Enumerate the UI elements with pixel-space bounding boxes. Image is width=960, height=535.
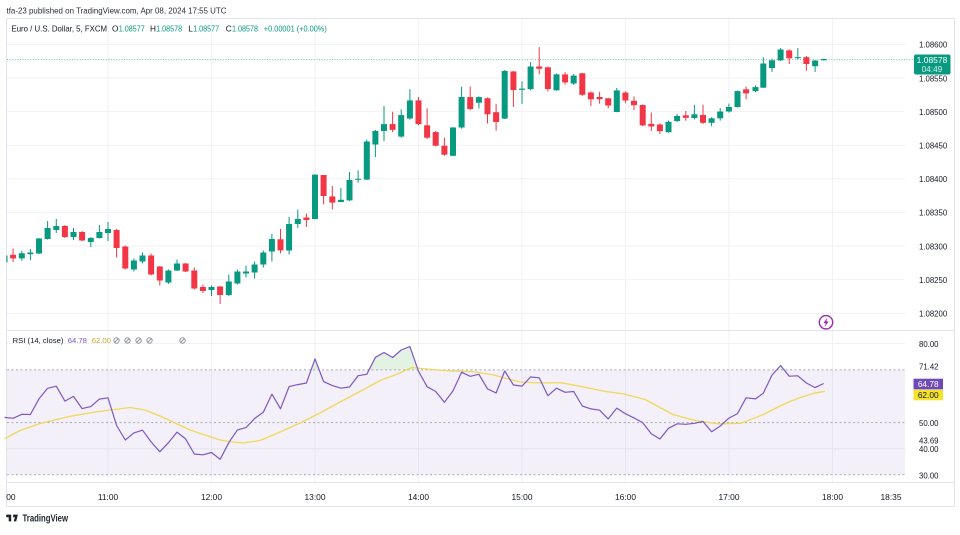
svg-text:10:00: 10:00 bbox=[0, 492, 16, 502]
svg-text:L: L bbox=[188, 23, 193, 33]
svg-text:04:49: 04:49 bbox=[922, 65, 943, 74]
svg-text:+0.00001 (+0.00%): +0.00001 (+0.00%) bbox=[264, 23, 327, 33]
svg-text:12:00: 12:00 bbox=[201, 492, 222, 502]
svg-text:1.08550: 1.08550 bbox=[919, 74, 948, 83]
svg-text:18:00: 18:00 bbox=[822, 492, 843, 502]
svg-text:O: O bbox=[112, 23, 119, 33]
svg-text:40.00: 40.00 bbox=[919, 445, 939, 454]
svg-text:80.00: 80.00 bbox=[919, 340, 939, 349]
svg-text:1.08578: 1.08578 bbox=[917, 55, 948, 65]
svg-text:1.08578: 1.08578 bbox=[232, 23, 258, 33]
svg-text:15:00: 15:00 bbox=[512, 492, 533, 502]
svg-text:H: H bbox=[150, 23, 156, 33]
svg-text:1.08200: 1.08200 bbox=[919, 310, 948, 319]
svg-text:tfa-23 published on TradingVie: tfa-23 published on TradingView.com, Apr… bbox=[7, 5, 227, 15]
svg-text:71.42: 71.42 bbox=[919, 363, 939, 372]
svg-text:C: C bbox=[226, 23, 232, 33]
svg-text:11:00: 11:00 bbox=[98, 492, 119, 502]
svg-text:18:35: 18:35 bbox=[881, 492, 902, 502]
svg-text:1.08577: 1.08577 bbox=[193, 23, 219, 33]
svg-text:1.08577: 1.08577 bbox=[119, 23, 145, 33]
svg-text:1.08250: 1.08250 bbox=[919, 276, 948, 285]
svg-text:1.08578: 1.08578 bbox=[156, 23, 182, 33]
svg-text:64.78: 64.78 bbox=[68, 336, 87, 345]
svg-text:1.08500: 1.08500 bbox=[919, 108, 948, 117]
svg-text:62.00: 62.00 bbox=[92, 336, 111, 345]
svg-text:1.08350: 1.08350 bbox=[919, 209, 948, 218]
svg-text:1.08600: 1.08600 bbox=[919, 41, 948, 50]
svg-text:50.00: 50.00 bbox=[919, 419, 939, 428]
svg-text:1.08300: 1.08300 bbox=[919, 242, 948, 251]
svg-text:Euro / U.S. Dollar, 5, FXCM: Euro / U.S. Dollar, 5, FXCM bbox=[12, 23, 108, 33]
svg-text:43.69: 43.69 bbox=[919, 436, 939, 445]
svg-text:14:00: 14:00 bbox=[408, 492, 429, 502]
svg-text:16:00: 16:00 bbox=[615, 492, 636, 502]
svg-text:30.00: 30.00 bbox=[919, 472, 939, 481]
svg-text:17:00: 17:00 bbox=[719, 492, 740, 502]
svg-text:13:00: 13:00 bbox=[305, 492, 326, 502]
svg-text:TradingView: TradingView bbox=[23, 514, 69, 525]
svg-text:62.00: 62.00 bbox=[918, 390, 939, 400]
svg-text:1.08450: 1.08450 bbox=[919, 142, 948, 151]
svg-text:RSI (14, close): RSI (14, close) bbox=[13, 336, 64, 345]
svg-text:64.78: 64.78 bbox=[918, 379, 939, 389]
svg-text:1.08400: 1.08400 bbox=[919, 175, 948, 184]
